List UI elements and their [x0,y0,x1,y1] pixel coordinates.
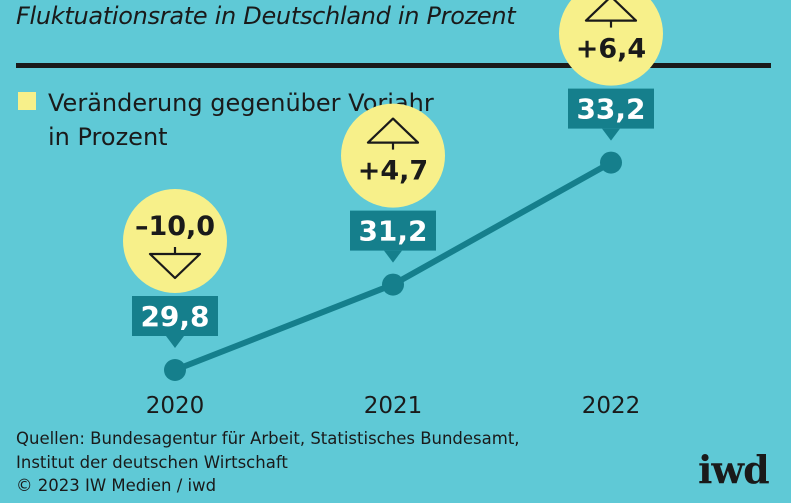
value-label-2022: 33,2 [568,88,654,141]
change-value-2022: +6,4 [576,34,646,65]
x-tick-label: 2020 [146,393,205,419]
change-value-2021: +4,7 [358,156,428,187]
data-point-2020 [164,359,186,381]
change-bubble-2021: +4,7 [341,103,445,208]
data-point-2021 [382,273,404,296]
x-tick-label: 2022 [582,393,641,419]
down-arrow-icon [148,252,202,280]
value-text-2022: 33,2 [576,93,645,126]
value-text-2021: 31,2 [358,215,427,248]
chart-title: Fluktuationsrate in Deutschland in Proze… [16,2,516,30]
legend-label-line2: in Prozent [48,123,168,151]
copyright-line: © 2023 IW Medien / iwd [16,476,217,495]
change-value-2020: –10,0 [135,211,215,242]
source-line-2: Institut der deutschen Wirtschaft [16,452,288,472]
iwd-logo: iwd [698,447,770,492]
value-text-2020: 29,8 [140,300,209,333]
value-label-2020: 29,8 [132,296,218,348]
source-line-1: Quellen: Bundesagentur für Arbeit, Stati… [16,429,520,448]
source-note: Quellen: Bundesagentur für Arbeit, Stati… [16,427,520,498]
change-bubble-2020: –10,0 [123,189,227,293]
data-point-2022 [600,151,622,174]
change-bubble-2022: +6,4 [559,0,663,86]
title-divider [16,63,771,68]
legend-swatch [18,92,36,110]
x-tick-label: 2021 [364,393,423,419]
value-label-2021: 31,2 [350,210,436,263]
